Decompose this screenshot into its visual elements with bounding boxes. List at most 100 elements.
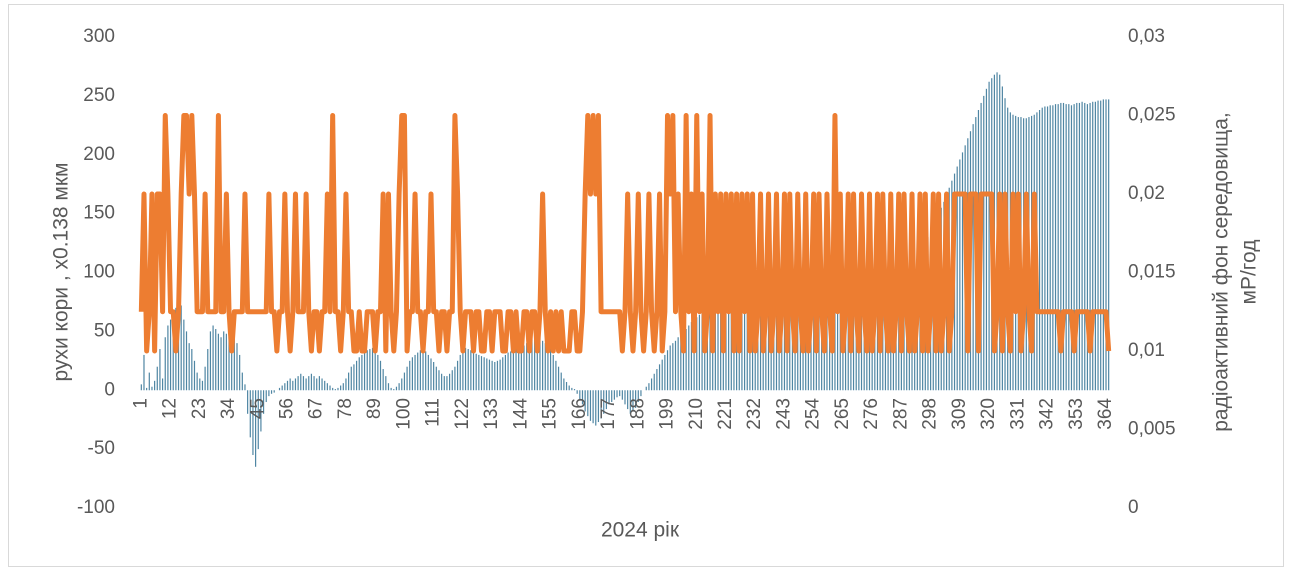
bar bbox=[690, 321, 693, 391]
bar bbox=[252, 390, 254, 456]
bar bbox=[401, 378, 403, 391]
bar bbox=[284, 383, 286, 391]
y-tick-label: 100 bbox=[83, 262, 115, 283]
bar bbox=[1041, 107, 1043, 391]
bar bbox=[645, 386, 647, 391]
bar bbox=[1049, 105, 1051, 391]
bar bbox=[422, 349, 424, 391]
bar bbox=[257, 390, 259, 450]
bar bbox=[1073, 104, 1075, 391]
bar bbox=[539, 338, 541, 391]
bar bbox=[1105, 99, 1107, 391]
bar bbox=[565, 382, 568, 391]
x-tick-label: 210 bbox=[686, 398, 707, 430]
bar bbox=[151, 386, 153, 391]
bar bbox=[289, 378, 291, 391]
bar bbox=[472, 352, 475, 391]
bar bbox=[185, 331, 188, 391]
bar bbox=[180, 305, 182, 391]
bar bbox=[350, 366, 352, 391]
x-tick-label: 45 bbox=[247, 398, 268, 419]
bar bbox=[244, 384, 246, 391]
bar bbox=[361, 354, 363, 391]
bar bbox=[148, 372, 150, 391]
x-tick-label: 144 bbox=[510, 398, 531, 430]
bar bbox=[696, 317, 698, 391]
bar bbox=[159, 349, 161, 391]
bar bbox=[1052, 105, 1054, 391]
bar bbox=[837, 278, 839, 391]
bar bbox=[544, 343, 546, 391]
x-tick-label: 309 bbox=[949, 398, 970, 430]
bar bbox=[555, 360, 557, 391]
y-tick-label: 150 bbox=[83, 203, 115, 224]
bar bbox=[616, 390, 618, 398]
bar bbox=[632, 390, 634, 412]
x-tick-label: 232 bbox=[744, 398, 765, 430]
x-tick-label: 342 bbox=[1037, 398, 1058, 430]
bar bbox=[433, 361, 435, 391]
x-tick-label: 34 bbox=[218, 398, 239, 420]
bar bbox=[193, 360, 196, 391]
bar bbox=[321, 378, 323, 391]
x-tick-label: 177 bbox=[598, 398, 619, 430]
bar bbox=[682, 331, 685, 391]
bar bbox=[714, 300, 716, 391]
bar bbox=[608, 390, 610, 405]
bar bbox=[467, 349, 469, 391]
bar bbox=[1062, 102, 1065, 391]
bar bbox=[661, 359, 663, 391]
bar bbox=[648, 383, 650, 391]
bar bbox=[502, 357, 504, 391]
y2-tick-label: 0,025 bbox=[1128, 105, 1176, 126]
bar bbox=[369, 349, 371, 391]
bar bbox=[308, 376, 310, 391]
y-tick-label: -100 bbox=[77, 497, 115, 518]
bar bbox=[985, 88, 988, 391]
y-tick-label: 50 bbox=[94, 320, 115, 341]
bar bbox=[340, 385, 342, 391]
bar bbox=[302, 376, 305, 391]
bar bbox=[207, 349, 209, 391]
bar bbox=[573, 389, 576, 391]
bar bbox=[635, 390, 637, 408]
bar bbox=[959, 159, 961, 391]
bar bbox=[523, 345, 525, 391]
bar bbox=[297, 376, 299, 391]
x-tick-label: 287 bbox=[890, 398, 911, 430]
bar bbox=[419, 350, 421, 391]
bar bbox=[1102, 99, 1104, 391]
bar bbox=[449, 373, 451, 391]
x-tick-label: 56 bbox=[277, 398, 298, 419]
bar bbox=[589, 390, 592, 421]
bar bbox=[507, 352, 509, 391]
bar bbox=[411, 357, 413, 391]
bar bbox=[581, 390, 584, 405]
bar bbox=[281, 385, 283, 391]
bar bbox=[286, 380, 289, 391]
bar bbox=[358, 357, 360, 391]
x-tick-label: 23 bbox=[189, 398, 210, 419]
bar bbox=[316, 378, 318, 391]
bar bbox=[398, 383, 400, 391]
bar bbox=[154, 380, 156, 391]
bar bbox=[332, 387, 334, 391]
bar bbox=[387, 383, 390, 391]
bar bbox=[1054, 104, 1057, 391]
bar bbox=[595, 390, 597, 426]
bar bbox=[956, 166, 958, 391]
bar bbox=[743, 274, 746, 391]
x-tick-label: 254 bbox=[803, 398, 824, 430]
bar bbox=[228, 337, 230, 391]
bar bbox=[212, 325, 214, 391]
bar bbox=[1092, 101, 1094, 391]
bar bbox=[241, 372, 243, 391]
y-tick-label: -50 bbox=[88, 438, 115, 459]
bar bbox=[972, 124, 974, 391]
bar bbox=[233, 338, 235, 391]
bar bbox=[1078, 102, 1081, 391]
bar bbox=[1086, 104, 1089, 391]
bar bbox=[597, 390, 600, 423]
bar bbox=[528, 340, 530, 391]
